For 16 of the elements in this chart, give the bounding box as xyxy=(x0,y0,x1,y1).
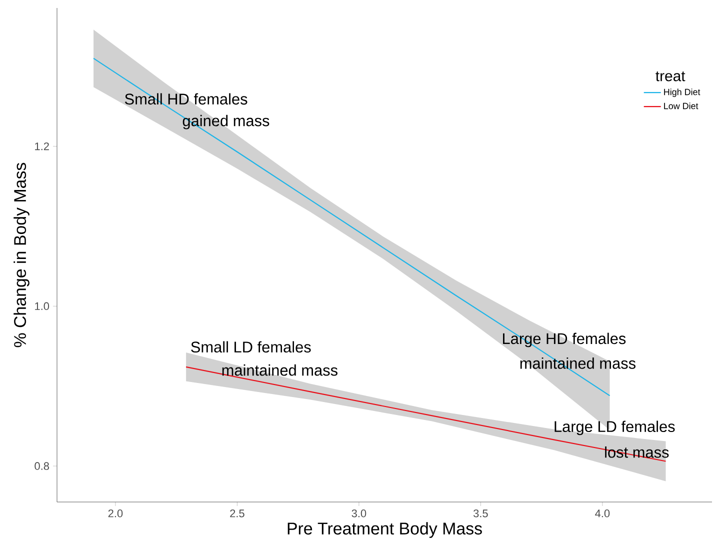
annotation: Large LD females xyxy=(554,420,675,436)
annotation: maintained mass xyxy=(222,364,338,376)
y-tick-label: 1.0 xyxy=(35,302,50,310)
legend-label: High Diet xyxy=(664,88,700,97)
x-axis-title: Pre Treatment Body Mass xyxy=(288,522,482,538)
x-tick-label: 3.0 xyxy=(352,510,366,518)
y-axis-title: % Change in Body Mass xyxy=(14,162,30,348)
x-tick-label: 2.5 xyxy=(230,510,244,518)
y-tick-label: 1.2 xyxy=(35,142,49,150)
x-tick-label: 4.0 xyxy=(595,510,610,518)
x-tick-label: 2.0 xyxy=(108,510,123,518)
legend-title: treat xyxy=(656,71,686,82)
legend-label: Low Diet xyxy=(664,102,698,110)
y-tick-label: 0.8 xyxy=(34,462,49,470)
annotation: Small LD females xyxy=(191,341,311,353)
x-tick-label: 3.5 xyxy=(473,510,488,518)
